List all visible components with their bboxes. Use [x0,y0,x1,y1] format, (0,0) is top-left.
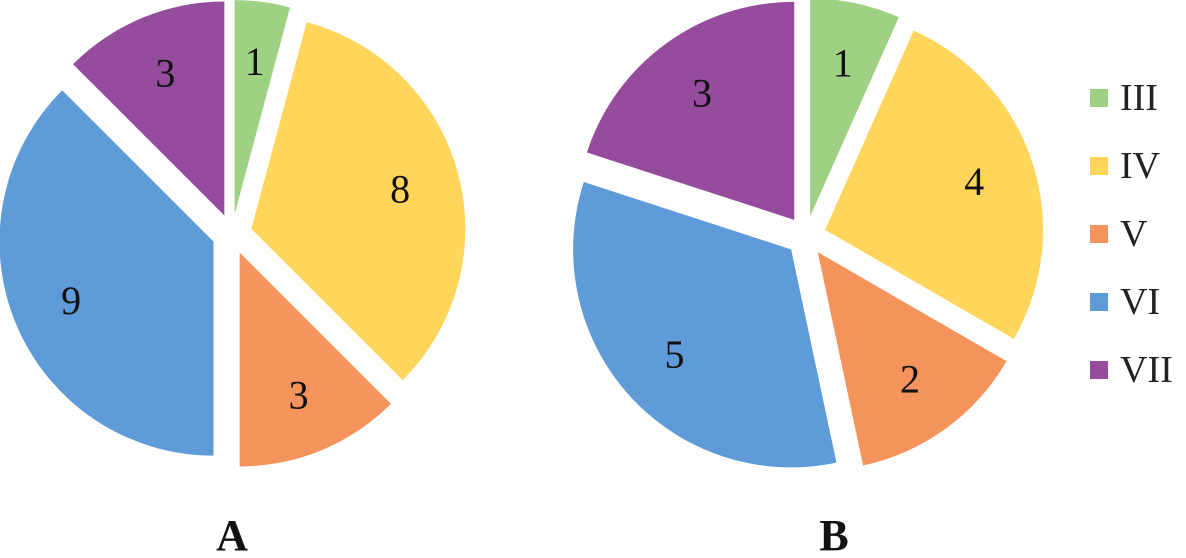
pie-b-slice-iii [810,0,899,217]
legend-label-vii: VII [1120,349,1173,391]
pie-b-slice-vii [586,1,795,220]
pie-chart-b: 1 4 2 5 3 [573,0,1044,468]
panel-label-b: B [819,511,848,558]
legend-label-v: V [1120,213,1148,255]
pie-chart-a: 1 8 3 9 3 [0,0,466,467]
pie-a-label-iv: 8 [390,166,410,211]
legend-swatch-iii [1090,89,1108,107]
pie-b-label-vi: 5 [664,332,684,377]
pie-b-slice-vi [573,182,837,468]
legend-label-vi: VI [1120,281,1160,323]
legend-swatch-vii [1090,361,1108,379]
legend-swatch-v [1090,225,1108,243]
pie-b-label-v: 2 [900,357,920,402]
legend-swatch-iv [1090,157,1108,175]
pie-a-label-vii: 3 [155,51,175,96]
panel-label-a: A [216,511,248,558]
pie-b-label-iv: 4 [964,159,984,204]
pie-a-slice-vii [73,1,225,216]
pie-a-slice-iii [234,0,290,215]
legend-label-iv: IV [1120,145,1161,187]
legend: III IV V VI VII [1090,77,1173,391]
pie-a-label-vi: 9 [61,278,81,323]
pie-b-label-vii: 3 [692,70,712,115]
pie-b-slice-iv [825,30,1044,339]
pie-a-slice-v [239,252,391,467]
pie-a-slice-vi [0,90,214,456]
legend-label-iii: III [1120,77,1158,119]
pie-a-label-v: 3 [289,372,309,417]
pie-a-label-iii: 1 [245,39,265,84]
pie-b-label-iii: 1 [833,40,853,85]
pie-b-slice-v [817,252,1007,466]
legend-swatch-vi [1090,293,1108,311]
pie-a-slice-iv [251,22,466,381]
